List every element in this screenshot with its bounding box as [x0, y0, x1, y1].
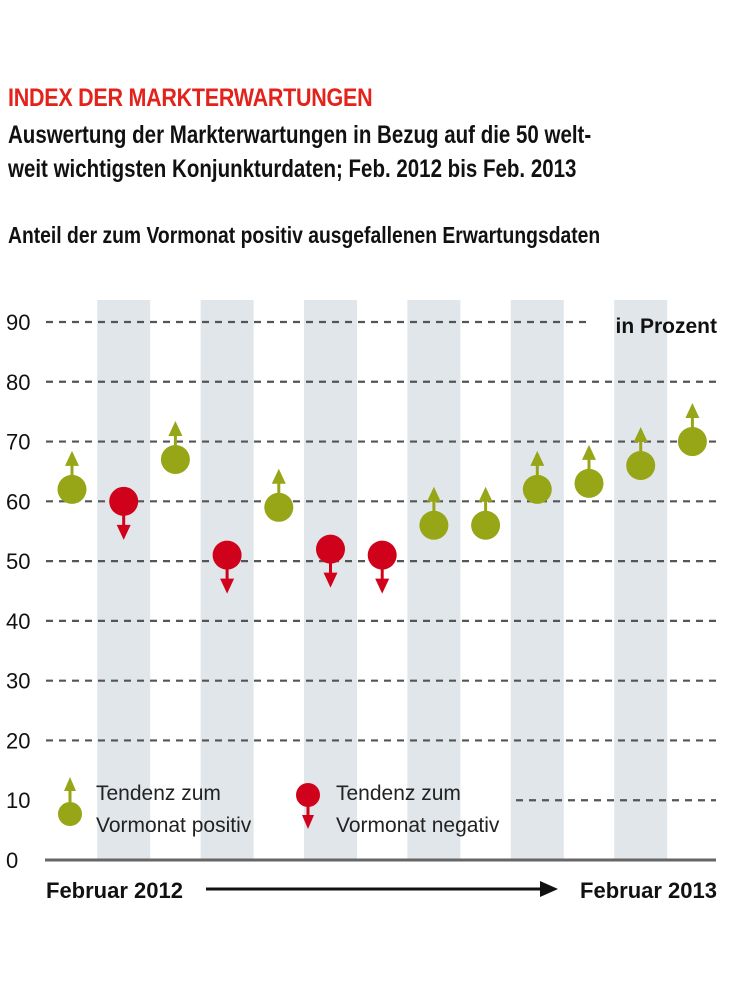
y-tick-label: 60 [6, 489, 30, 514]
negative-dot [367, 540, 397, 570]
positive-dot [419, 510, 449, 540]
description-line-2: weit wichtigsten Konjunkturdaten; Feb. 2… [8, 155, 577, 183]
data-point [471, 486, 501, 540]
y-tick-label: 0 [6, 848, 18, 873]
data-point [109, 486, 139, 540]
arrow-down-icon [116, 524, 131, 540]
chart-title: INDEX DER MARKTERWARTUNGEN [8, 84, 373, 112]
data-point [160, 420, 190, 474]
arrow-down-icon [302, 815, 314, 829]
positive-dot-icon [58, 802, 82, 826]
arrow-up-icon [582, 444, 596, 460]
arrow-up-icon [168, 420, 183, 436]
time-arrow-head-icon [540, 881, 558, 897]
month-band [407, 300, 461, 860]
data-point [264, 468, 294, 522]
chart-subtitle: Anteil der zum Vormonat positiv ausgefal… [8, 222, 601, 248]
positive-dot [471, 510, 501, 540]
y-tick-label: 70 [6, 430, 30, 455]
month-band [510, 300, 564, 860]
y-tick-label: 40 [6, 609, 30, 634]
arrow-down-icon [375, 578, 390, 594]
positive-dot [264, 492, 294, 522]
month-band [614, 300, 668, 860]
arrow-down-icon [323, 572, 338, 588]
legend-label-line-2: Vormonat positiv [96, 814, 252, 837]
chart-description: Auswertung der Markterwartungen in Bezug… [8, 118, 591, 186]
arrow-up-icon [64, 777, 76, 791]
y-axis-ticks: 0 10 20 30 40 50 60 70 80 90 [6, 310, 30, 873]
x-start-label: Februar 2012 [46, 878, 183, 903]
positive-dot [160, 444, 190, 474]
arrow-up-icon [685, 403, 700, 419]
y-tick-label: 20 [6, 728, 30, 753]
data-point [57, 450, 87, 504]
data-point [522, 450, 552, 504]
positive-dot [677, 427, 707, 457]
negative-dot [212, 540, 242, 570]
negative-dot [109, 486, 139, 516]
gridlines [46, 320, 716, 802]
positive-dot [522, 474, 552, 504]
data-point [574, 444, 604, 498]
y-tick-label: 30 [6, 669, 30, 694]
legend-item-positive: Tendenz zum Vormonat positiv [58, 777, 252, 837]
negative-dot-icon [296, 783, 320, 807]
data-point [626, 426, 656, 480]
arrow-up-icon [478, 486, 493, 502]
legend: Tendenz zum Vormonat positiv Tendenz zum Vo… [58, 777, 500, 837]
x-end-label: Februar 2013 [580, 878, 717, 903]
arrow-up-icon [633, 426, 648, 442]
data-point [316, 534, 345, 588]
data-point [212, 540, 242, 594]
legend-label-line-1: Tendenz zum [96, 782, 221, 805]
data-point [367, 540, 397, 594]
month-band [97, 300, 151, 860]
arrow-up-icon [65, 450, 79, 466]
arrow-up-icon [530, 450, 545, 466]
y-tick-label: 90 [6, 310, 30, 335]
positive-dot [57, 474, 87, 504]
y-tick-label: 10 [6, 788, 30, 813]
positive-dot [626, 450, 656, 480]
data-point [419, 486, 449, 540]
unit-label: in Prozent [615, 315, 717, 338]
data-point [677, 403, 707, 457]
legend-label-line-2: Vormonat negativ [336, 814, 500, 837]
month-bands [97, 300, 668, 860]
legend-label-line-1: Tendenz zum [336, 782, 461, 805]
negative-dot [316, 534, 345, 564]
arrow-up-icon [426, 486, 441, 502]
y-tick-label: 50 [6, 549, 30, 574]
description-line-1: Auswertung der Markterwartungen in Bezug… [8, 121, 592, 149]
y-tick-label: 80 [6, 370, 30, 395]
legend-item-negative: Tendenz zum Vormonat negativ [296, 782, 500, 837]
arrow-down-icon [220, 578, 235, 594]
arrow-up-icon [271, 468, 286, 484]
data-points [57, 403, 707, 594]
positive-dot [574, 468, 604, 498]
